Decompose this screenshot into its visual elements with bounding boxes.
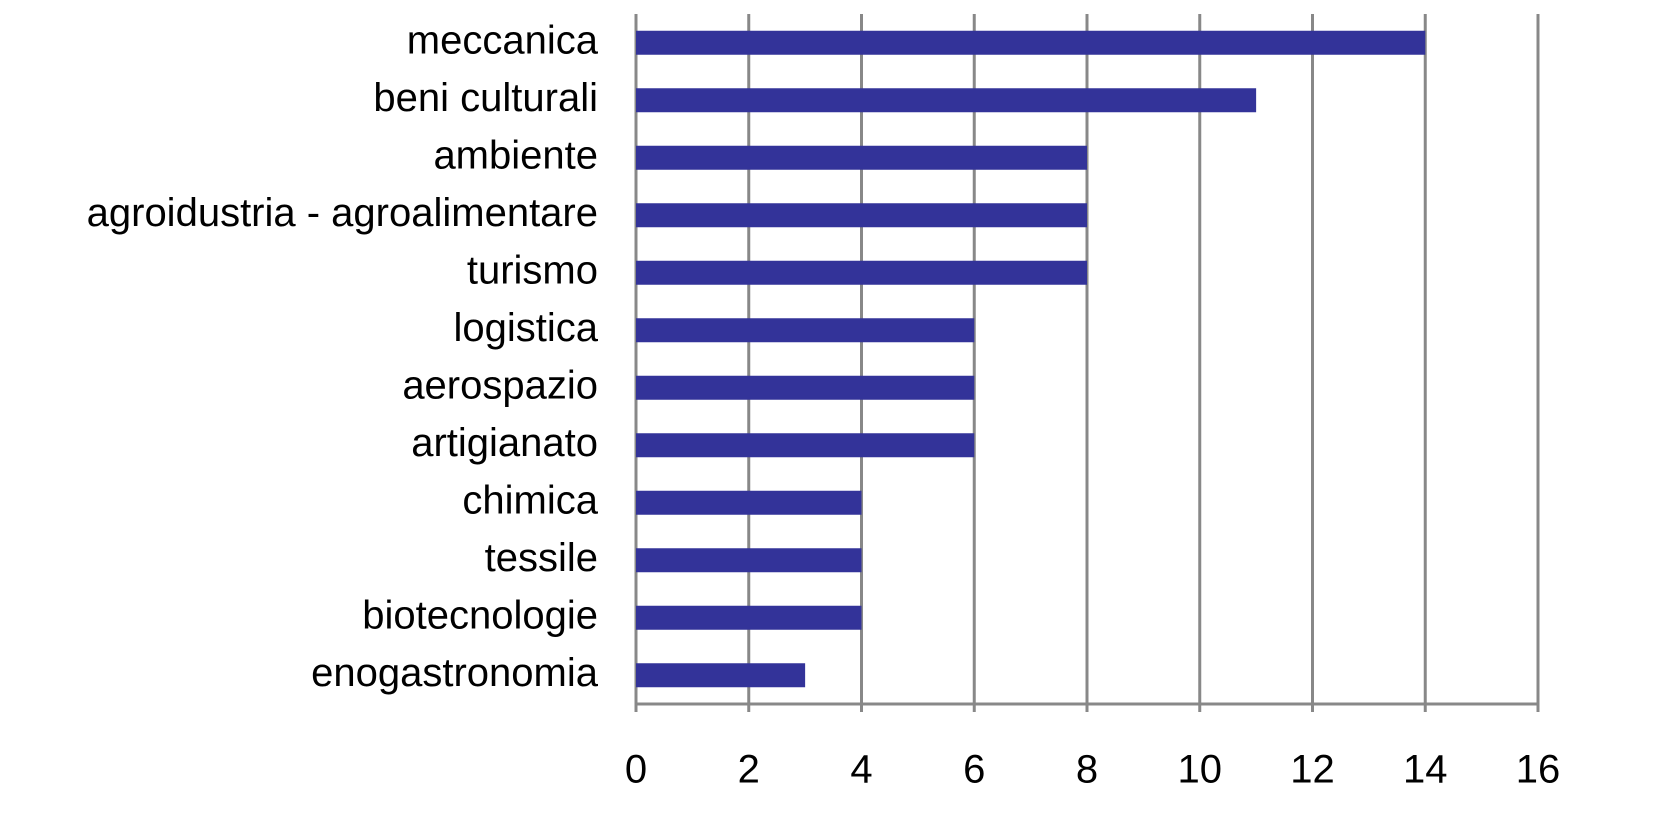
- bar: [636, 548, 862, 573]
- bar: [636, 30, 1426, 55]
- bar: [636, 318, 975, 343]
- y-tick-label: logistica: [453, 306, 598, 350]
- bar: [636, 260, 1087, 285]
- bar: [636, 88, 1257, 113]
- y-tick-label: aerospazio: [402, 363, 598, 407]
- bar: [636, 203, 1087, 228]
- x-tick-label: 2: [738, 748, 760, 792]
- x-tick-label: 0: [625, 748, 647, 792]
- bar: [636, 663, 806, 688]
- y-tick-label: ambiente: [433, 133, 598, 177]
- bar: [636, 433, 975, 458]
- y-tick-label: enogastronomia: [311, 651, 599, 695]
- y-tick-label: turismo: [467, 248, 598, 292]
- y-tick-label: biotecnologie: [362, 593, 598, 637]
- y-tick-label: artigianato: [411, 421, 598, 465]
- y-tick-label: tessile: [485, 536, 598, 580]
- y-tick-label: chimica: [462, 478, 598, 522]
- x-tick-label: 16: [1516, 748, 1561, 792]
- x-tick-label: 14: [1403, 748, 1448, 792]
- x-tick-label: 12: [1290, 748, 1335, 792]
- x-tick-label: 6: [963, 748, 985, 792]
- y-tick-label: meccanica: [407, 18, 599, 62]
- y-tick-label: agroidustria - agroalimentare: [87, 191, 598, 235]
- bar: [636, 145, 1087, 170]
- x-tick-label: 10: [1178, 748, 1223, 792]
- bar: [636, 490, 862, 515]
- bar: [636, 375, 975, 400]
- y-tick-label: beni culturali: [373, 76, 598, 120]
- bar: [636, 605, 862, 630]
- x-tick-label: 4: [850, 748, 872, 792]
- x-tick-label: 8: [1076, 748, 1098, 792]
